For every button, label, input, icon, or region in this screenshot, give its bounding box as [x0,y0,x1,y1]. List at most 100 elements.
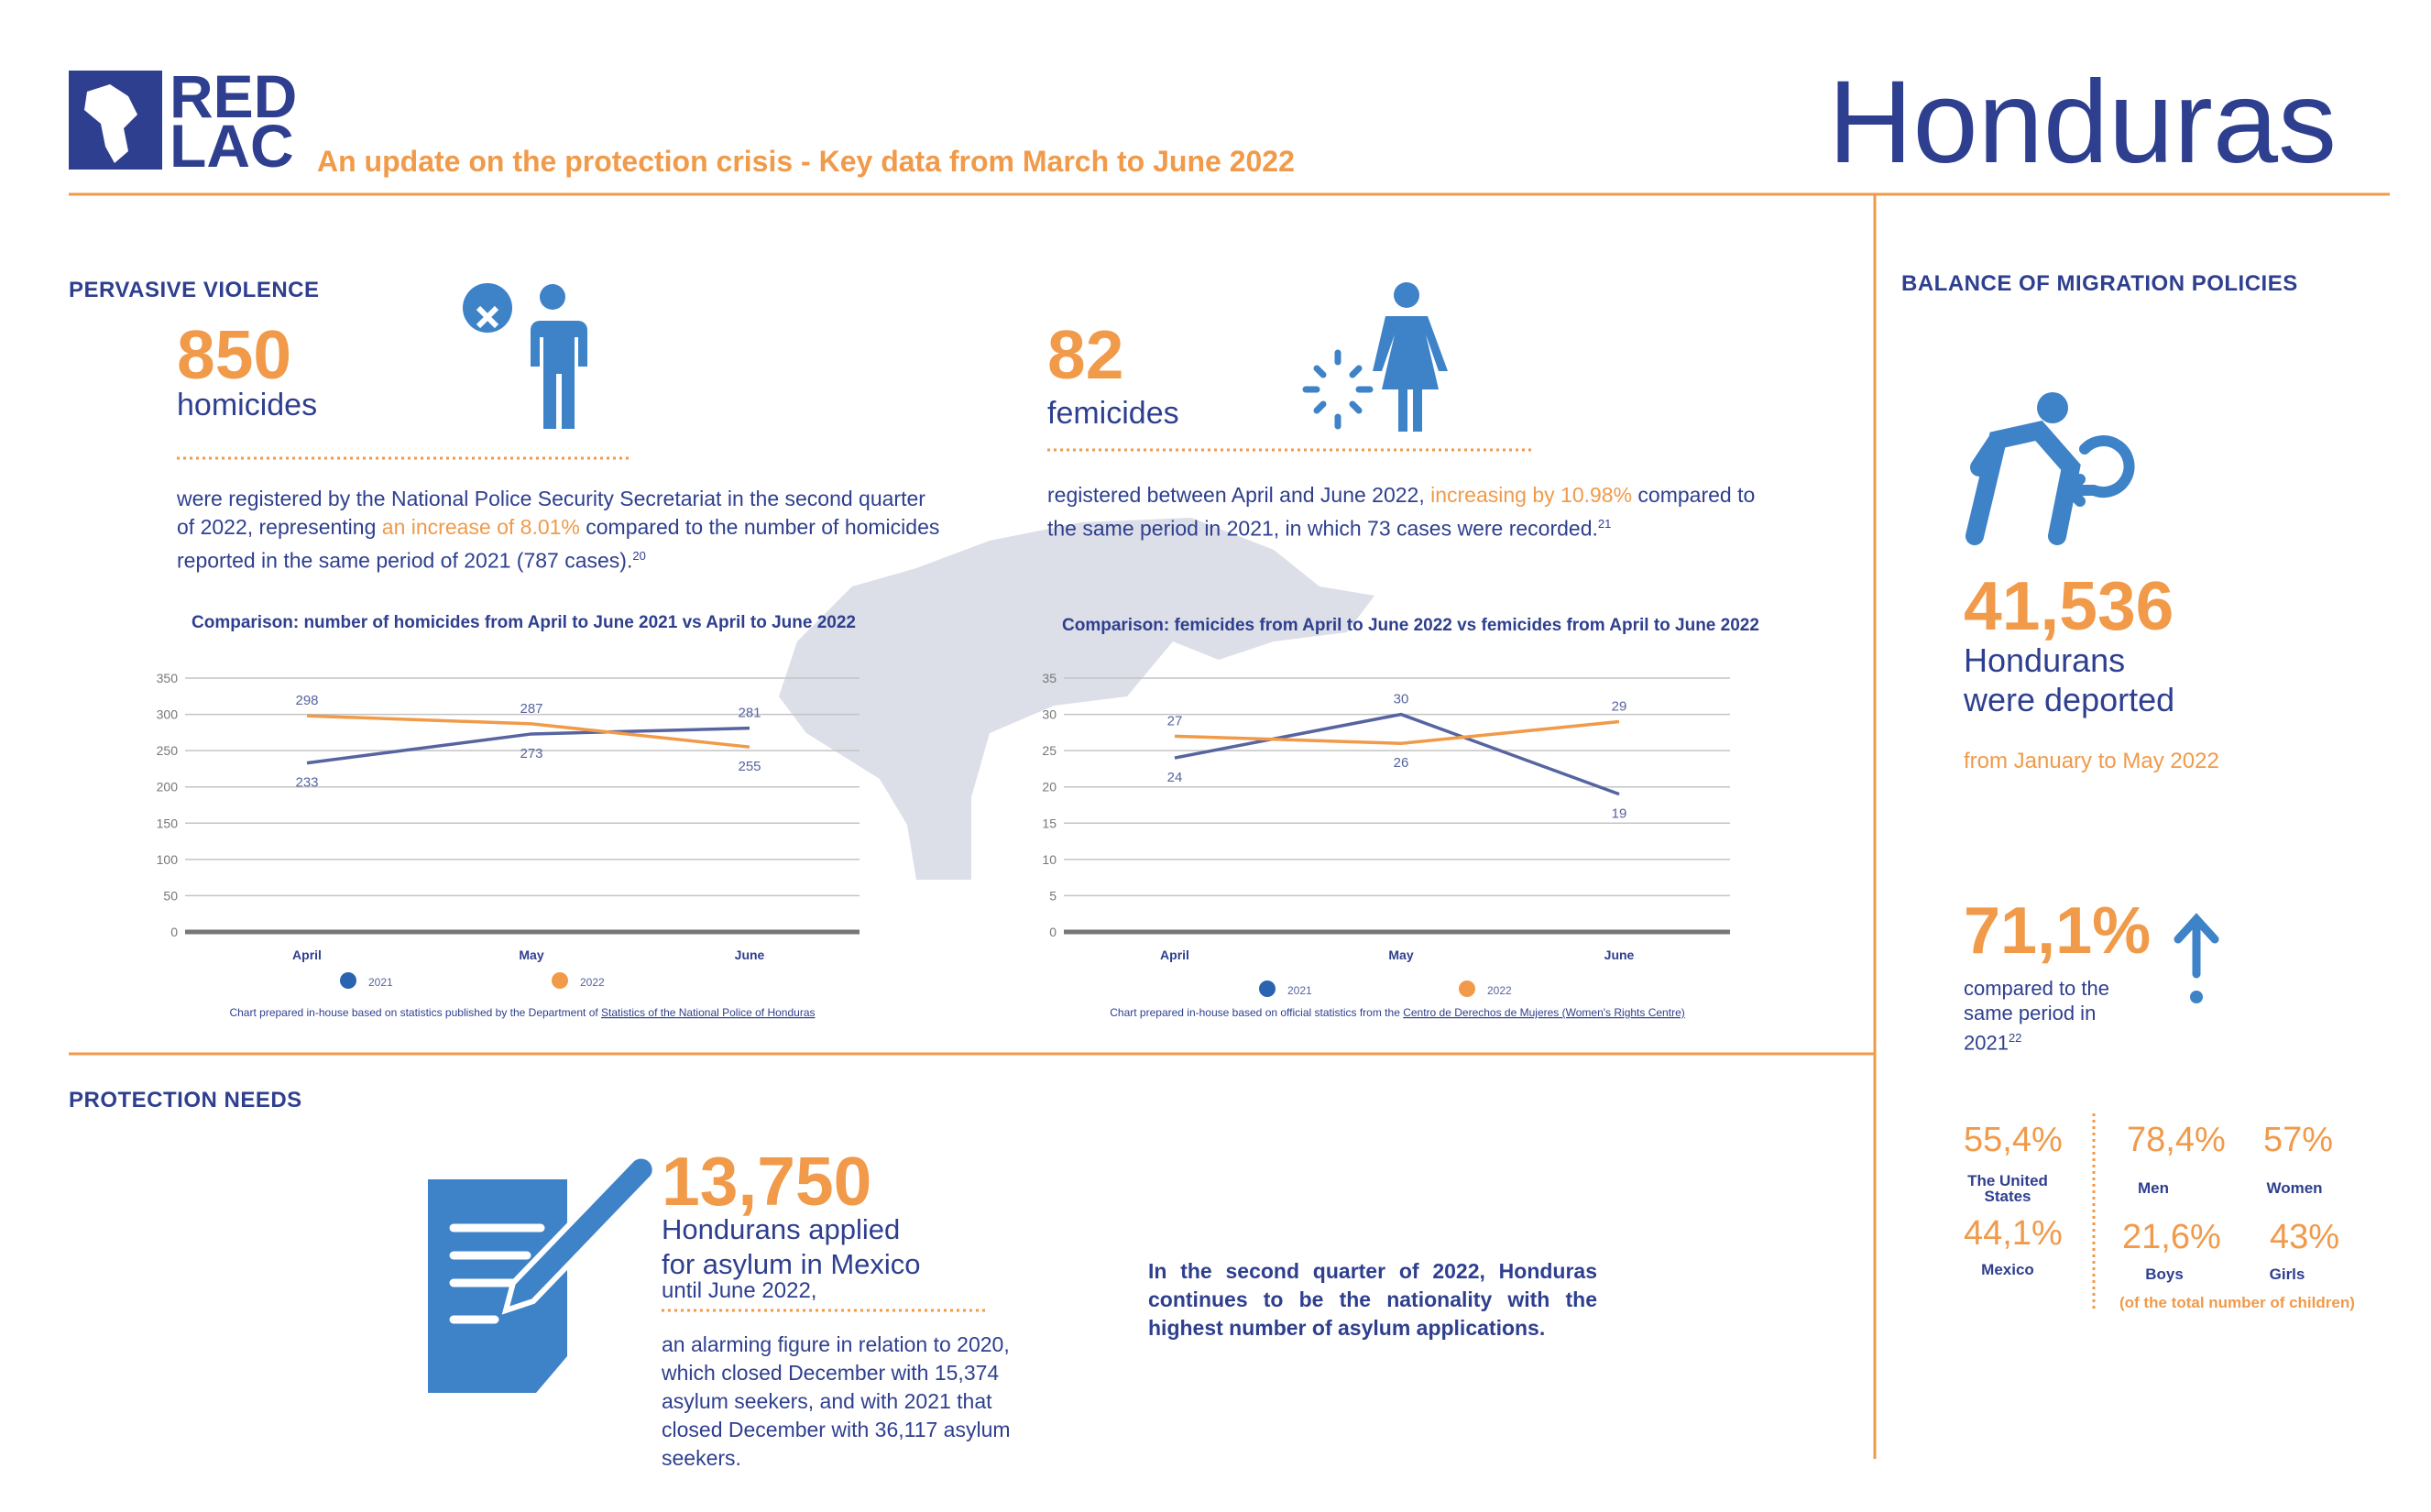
source-text: Chart prepared in-house based on statist… [229,1006,601,1019]
text: compared to the number of homicides repo… [177,515,940,573]
stat: 78,4% [2127,1121,2226,1159]
note: (of the total number of children) [2119,1294,2355,1311]
big-number: 82 [1047,316,1124,393]
legend-marker [1459,981,1475,997]
data-label: 29 [1612,698,1627,714]
paragraph: In the second quarter of 2022, Honduras … [1148,1259,1597,1340]
country-map [779,518,1374,880]
woman-icon [1302,282,1448,432]
x-tick-label: April [292,948,322,962]
up-arrow [2174,913,2219,1003]
y-tick-label: 250 [157,743,179,758]
data-label: 19 [1612,806,1627,822]
chart-title: Comparison: number of homicides from Apr… [192,613,856,632]
x-tick-label: April [1160,948,1189,962]
x-tick-label: May [1388,948,1413,962]
source-text: Chart prepared in-house based on officia… [1110,1006,1403,1019]
chart-title: Comparison: femicides from April to June… [1062,616,1759,635]
y-tick-label: 50 [163,888,178,903]
legend-label: 2021 [1287,984,1312,997]
logo-text: LAC [170,112,294,180]
stat: 21,6% [2122,1218,2221,1256]
source-link: Statistics of the National Police of Hon… [601,1006,815,1019]
y-tick-label: 10 [1042,852,1057,867]
section-heading: BALANCE OF MIGRATION POLICIES [1901,271,2298,296]
y-tick-label: 30 [1042,707,1057,722]
data-label: 281 [738,706,761,721]
series-line [1174,719,1620,745]
stat-label: Girls [2269,1265,2305,1283]
label: until June 2022, [662,1278,817,1303]
paragraph: were registered by the National Police S… [177,485,942,575]
big-label: femicides [1047,396,1179,431]
data-label: 287 [520,701,542,717]
text: compared to the same period in 2021, in … [1047,483,1756,541]
data-label: 24 [1167,770,1183,785]
y-tick-label: 20 [1042,780,1057,794]
data-label: 255 [738,759,761,774]
legend-label: 2021 [368,976,393,989]
y-tick-label: 100 [157,852,179,867]
stat: 57% [2263,1121,2334,1159]
label: Hondurans [1964,641,2126,679]
section-heading: PERVASIVE VIOLENCE [69,278,320,302]
subtitle: An update on the protection crisis - Key… [317,145,1295,178]
stat: 55,4% [1964,1121,2063,1159]
stat-label: Boys [2145,1265,2184,1283]
logo-map [84,84,137,163]
y-tick-label: 0 [1049,925,1057,939]
series-line [1174,712,1620,796]
logo-text: RED [170,62,297,130]
big-number: 41,536 [1964,567,2174,644]
country-title: Honduras [1828,57,2337,188]
data-label: 233 [295,775,318,791]
series-line [306,726,750,765]
legend-marker [1259,981,1276,997]
footnote: 21 [1597,517,1612,531]
y-tick-label: 150 [157,816,179,830]
legend-label: 2022 [1487,984,1512,997]
legend-label: 2022 [580,976,605,989]
section-heading: PROTECTION NEEDS [69,1088,302,1112]
data-label: 27 [1167,713,1183,729]
data-label: 30 [1394,692,1409,707]
stat: 43% [2270,1218,2340,1256]
y-tick-label: 15 [1042,816,1057,830]
y-tick-label: 350 [157,671,179,685]
highlight: increasing by 10.98% [1430,483,1633,507]
data-label: 26 [1394,755,1409,771]
paragraph: an alarming figure in relation to 2020, … [662,1332,1011,1470]
deport-icon [1966,392,2135,545]
y-tick-label: 300 [157,707,179,722]
footnote: 20 [632,549,646,563]
legend-marker [340,972,356,989]
data-label: 273 [520,746,542,761]
y-tick-label: 0 [170,925,178,939]
stat-label: Mexico [1981,1261,2034,1278]
stat-label: The United States [1967,1172,2048,1205]
footnote: 22 [2008,1031,2022,1045]
y-tick-label: 5 [1049,888,1057,903]
y-tick-label: 25 [1042,743,1057,758]
stat-label: Women [2266,1179,2323,1197]
stat: 44,1% [1964,1214,2063,1253]
document-icon [428,1153,658,1393]
label: for asylum in Mexico [662,1248,921,1280]
y-tick-label: 35 [1042,671,1057,685]
label: Hondurans applied [662,1213,901,1245]
x-tick-label: June [735,948,765,962]
big-label: homicides [177,388,318,422]
source-link: Centro de Derechos de Mujeres (Women's R… [1403,1006,1685,1019]
stat-label: Men [2138,1179,2169,1197]
text: were registered by the National Police S… [177,487,925,539]
paragraph: registered between April and June 2022, … [1047,481,1762,543]
big-number: 71,1% [1964,894,2152,968]
charts: Comparison: number of homicides from Apr… [157,613,1759,1019]
x-tick-label: May [519,948,543,962]
source-note: Chart prepared in-house based on officia… [1110,1006,1684,1019]
text: registered between April and June 2022, [1047,483,1431,507]
text: compared to the same period in 2021 [1964,977,2109,1055]
highlight: an increase of 8.01% [381,515,580,539]
y-tick-label: 200 [157,780,179,794]
